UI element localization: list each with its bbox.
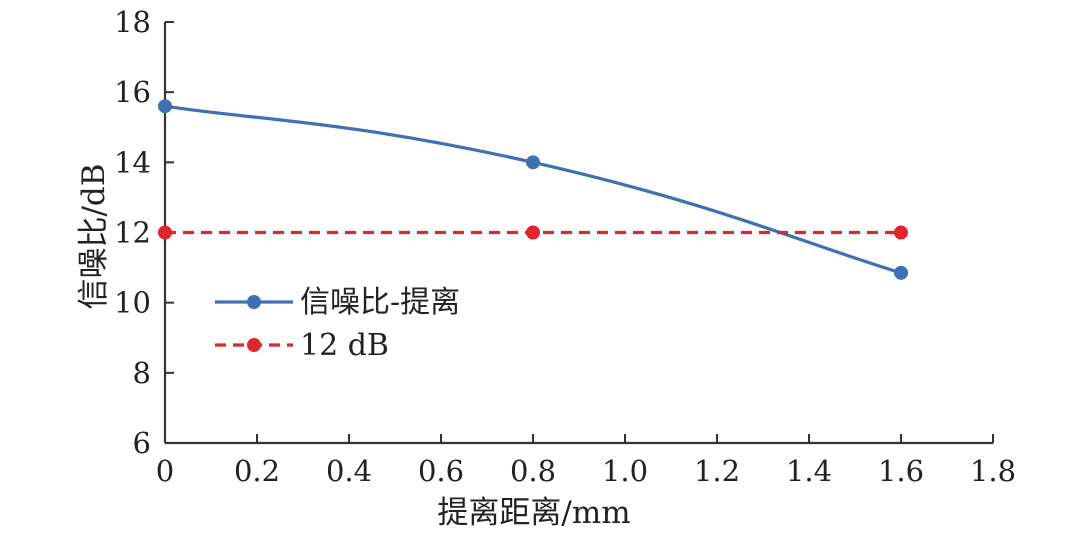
series-point-1 [894, 225, 908, 240]
x-axis-title: 提离距离/mm [437, 495, 630, 531]
x-tick-label: 1.6 [878, 454, 924, 488]
y-tick-label: 10 [114, 286, 151, 320]
series-line-0 [164, 104, 902, 275]
x-tick-label: 0.6 [418, 454, 464, 488]
y-tick-label: 6 [133, 426, 151, 460]
x-ticks: 0 0.2 0.4 0.6 0.8 1.0 1.2 1.4 1.6 1.8 [156, 434, 1016, 488]
y-tick-label: 8 [133, 356, 151, 390]
y-tick-label: 14 [114, 145, 151, 179]
x-tick-label: 1.4 [786, 454, 832, 488]
y-tick-label: 18 [114, 5, 151, 39]
x-tick-label: 0.4 [326, 454, 372, 488]
x-tick-label: 1.8 [970, 454, 1016, 488]
axes: 0 0.2 0.4 0.6 0.8 1.0 1.2 1.4 1.6 1.8 6 8 10 12 14 16 1… [114, 5, 1016, 488]
y-ticks: 6 8 10 12 14 16 18 [114, 5, 174, 460]
series-point-1 [158, 225, 172, 240]
series-point-0 [158, 99, 172, 114]
x-tick-label: 1.0 [602, 454, 648, 488]
x-tick-label: 0.2 [234, 454, 280, 488]
series-point-1 [526, 225, 540, 240]
series-point-0 [894, 265, 908, 280]
y-tick-label: 16 [114, 75, 151, 109]
legend-label-0: 信噪比-提离 [300, 285, 460, 320]
legend-marker-0 [247, 295, 261, 309]
legend: 信噪比-提离 12 dB [215, 285, 460, 363]
series-point-0 [526, 155, 540, 170]
y-tick-label: 12 [114, 216, 151, 250]
y-axis-title: 信噪比/dB [76, 163, 112, 309]
x-tick-label: 1.2 [694, 454, 740, 488]
legend-label-1: 12 dB [300, 328, 389, 363]
series-layer [158, 99, 908, 280]
legend-marker-1 [247, 338, 261, 352]
x-tick-label: 0.8 [510, 454, 556, 488]
x-tick-label: 0 [156, 454, 174, 488]
